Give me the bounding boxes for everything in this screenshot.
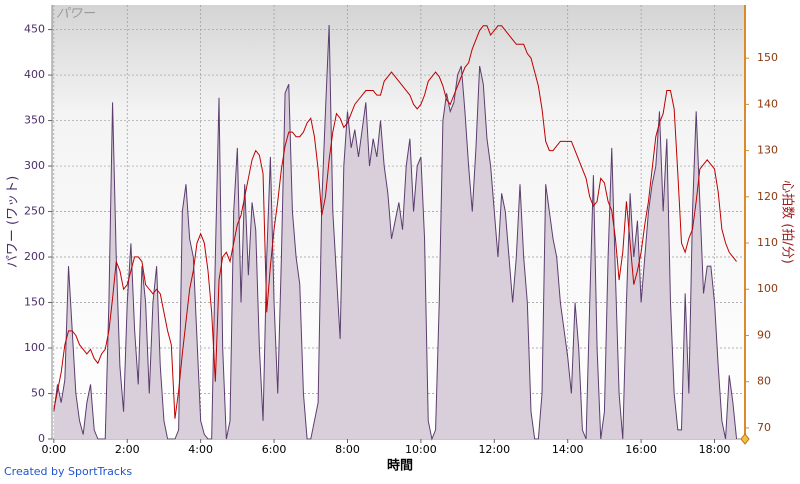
y-tick-label: 300 <box>24 159 45 172</box>
x-tick-label: 6:00 <box>262 443 287 456</box>
x-tick-label: 2:00 <box>115 443 140 456</box>
x-tick-label: 14:00 <box>552 443 584 456</box>
y2-tick-label: 110 <box>757 236 778 249</box>
y-tick-label: 100 <box>24 341 45 354</box>
y2-tick-label: 130 <box>757 144 778 157</box>
x-tick-label: 10:00 <box>405 443 437 456</box>
chart-title: パワー <box>56 7 96 22</box>
y-tick-label: 50 <box>31 387 45 400</box>
y-tick-label: 350 <box>24 114 45 127</box>
line <box>53 25 737 419</box>
x-tick-label: 16:00 <box>625 443 657 456</box>
x-tick-label: 8:00 <box>335 443 360 456</box>
axis-marker <box>740 433 750 445</box>
area-line <box>53 24 738 441</box>
y2-tick-label: 90 <box>757 328 771 341</box>
y-tick-label: 0 <box>38 432 45 445</box>
area-fill <box>53 25 737 439</box>
x-axis-label: 時間 <box>387 458 413 474</box>
y-tick-label: 400 <box>24 68 45 81</box>
y-tick-label: 250 <box>24 205 45 218</box>
x-tick-label: 4:00 <box>188 443 213 456</box>
y2-axis-label: 心拍数 (拍/分) <box>780 180 795 264</box>
footer: Created by SportTracks <box>4 465 132 478</box>
x-tick-label: 12:00 <box>478 443 510 456</box>
y2-tick-label: 140 <box>757 97 778 110</box>
y2-tick-label: 100 <box>757 282 778 295</box>
y-axis-label: パワー (ワット) <box>6 176 21 268</box>
y2-tick-label: 70 <box>757 421 771 434</box>
x-tick-label: 18:00 <box>699 443 731 456</box>
y2-tick-label: 80 <box>757 375 771 388</box>
y-tick-label: 200 <box>24 250 45 263</box>
y2-tick-label: 120 <box>757 190 778 203</box>
x-tick-label: 0:00 <box>41 443 66 456</box>
y2-tick-label: 150 <box>757 51 778 64</box>
y-tick-label: 150 <box>24 296 45 309</box>
y-tick-label: 450 <box>24 23 45 36</box>
